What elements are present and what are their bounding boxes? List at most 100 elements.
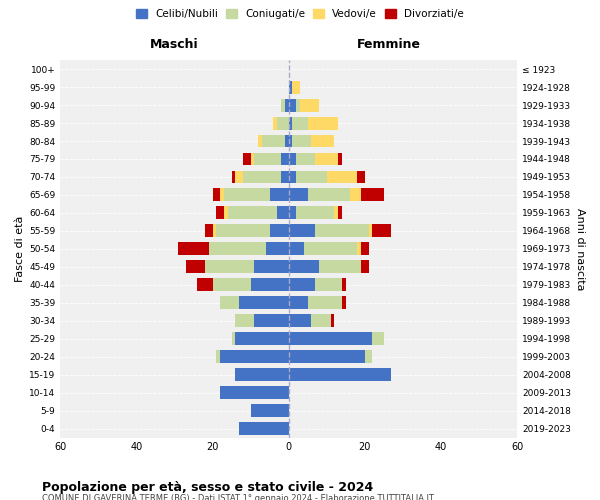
Bar	[368, 224, 373, 237]
Bar	[357, 242, 361, 256]
Bar	[254, 152, 281, 166]
Text: Femmine: Femmine	[357, 38, 421, 51]
Bar	[292, 116, 308, 130]
Bar	[212, 278, 251, 291]
Bar	[357, 170, 365, 183]
Bar	[292, 80, 300, 94]
Bar	[251, 152, 254, 166]
Bar	[232, 170, 235, 183]
Bar	[235, 368, 289, 381]
Bar	[289, 188, 308, 202]
Bar	[361, 242, 368, 256]
Bar	[274, 116, 277, 130]
Bar	[289, 116, 292, 130]
Bar	[342, 296, 346, 310]
Bar	[308, 116, 338, 130]
Bar	[228, 206, 277, 220]
Bar	[289, 314, 311, 328]
Bar	[239, 296, 289, 310]
Text: COMUNE DI GAVERINA TERME (BG) - Dati ISTAT 1° gennaio 2024 - Elaborazione TUTTIT: COMUNE DI GAVERINA TERME (BG) - Dati IST…	[42, 494, 434, 500]
Bar	[296, 152, 315, 166]
Bar	[365, 350, 373, 363]
Bar	[315, 224, 368, 237]
Bar	[178, 242, 209, 256]
Bar	[289, 350, 365, 363]
Bar	[331, 314, 334, 328]
Bar	[285, 134, 289, 147]
Bar	[315, 278, 342, 291]
Bar	[311, 314, 331, 328]
Bar	[235, 170, 243, 183]
Bar	[296, 98, 300, 112]
Bar	[269, 224, 289, 237]
Bar	[217, 224, 269, 237]
Bar	[197, 278, 212, 291]
Bar	[289, 278, 315, 291]
Bar	[289, 260, 319, 274]
Bar	[338, 152, 342, 166]
Bar	[311, 134, 334, 147]
Bar	[277, 116, 289, 130]
Bar	[232, 332, 235, 345]
Y-axis label: Fasce di età: Fasce di età	[15, 216, 25, 282]
Bar	[281, 170, 289, 183]
Bar	[289, 98, 296, 112]
Bar	[209, 242, 266, 256]
Bar	[235, 332, 289, 345]
Bar	[289, 242, 304, 256]
Bar	[205, 260, 254, 274]
Bar	[289, 296, 308, 310]
Bar	[289, 206, 296, 220]
Bar	[373, 332, 384, 345]
Bar	[296, 206, 334, 220]
Bar	[361, 260, 368, 274]
Bar	[254, 260, 289, 274]
Bar	[251, 278, 289, 291]
Bar	[296, 170, 326, 183]
Legend: Celibi/Nubili, Coniugati/e, Vedovi/e, Divorziati/e: Celibi/Nubili, Coniugati/e, Vedovi/e, Di…	[132, 5, 468, 24]
Text: Maschi: Maschi	[150, 38, 199, 51]
Bar	[289, 80, 292, 94]
Bar	[262, 134, 285, 147]
Bar	[212, 188, 220, 202]
Bar	[289, 134, 292, 147]
Bar	[220, 350, 289, 363]
Bar	[220, 386, 289, 399]
Bar	[220, 296, 239, 310]
Bar	[235, 314, 254, 328]
Bar	[289, 224, 315, 237]
Bar	[285, 98, 289, 112]
Bar	[361, 188, 384, 202]
Bar	[243, 170, 281, 183]
Bar	[292, 134, 311, 147]
Bar	[254, 314, 289, 328]
Bar	[205, 224, 212, 237]
Bar	[224, 206, 228, 220]
Bar	[186, 260, 205, 274]
Y-axis label: Anni di nascita: Anni di nascita	[575, 208, 585, 290]
Bar	[266, 242, 289, 256]
Bar	[338, 206, 342, 220]
Bar	[224, 188, 269, 202]
Bar	[308, 188, 350, 202]
Bar	[220, 188, 224, 202]
Bar	[308, 296, 342, 310]
Bar	[373, 224, 391, 237]
Bar	[281, 98, 285, 112]
Bar	[251, 404, 289, 417]
Bar	[217, 350, 220, 363]
Text: Popolazione per età, sesso e stato civile - 2024: Popolazione per età, sesso e stato civil…	[42, 481, 373, 494]
Bar	[269, 188, 289, 202]
Bar	[217, 206, 224, 220]
Bar	[289, 332, 373, 345]
Bar	[258, 134, 262, 147]
Bar	[243, 152, 251, 166]
Bar	[342, 278, 346, 291]
Bar	[319, 260, 361, 274]
Bar	[334, 206, 338, 220]
Bar	[315, 152, 338, 166]
Bar	[326, 170, 357, 183]
Bar	[350, 188, 361, 202]
Bar	[239, 422, 289, 435]
Bar	[277, 206, 289, 220]
